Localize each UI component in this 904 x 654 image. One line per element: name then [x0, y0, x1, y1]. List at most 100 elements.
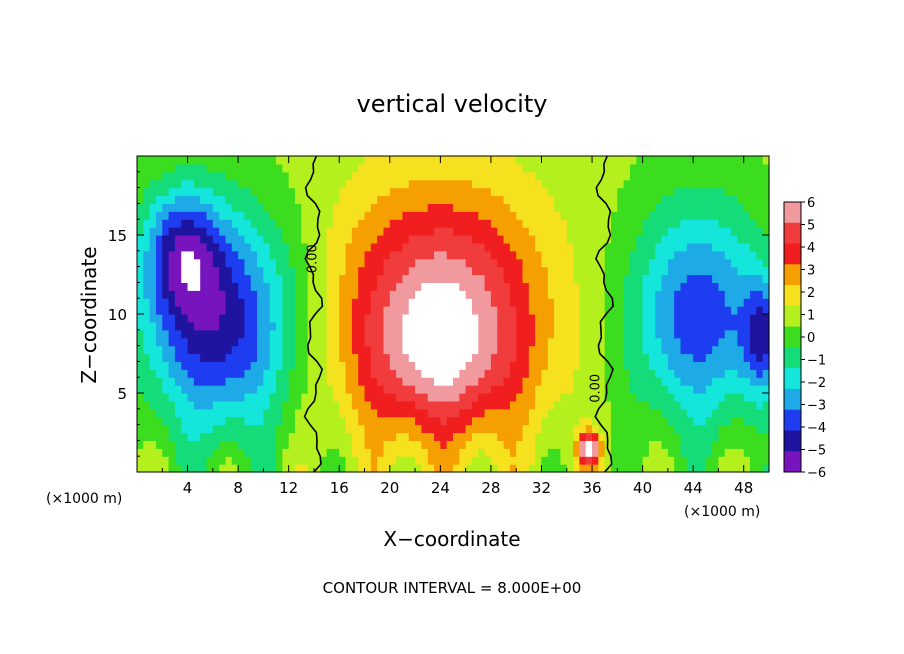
heatmap-cell [137, 353, 144, 362]
heatmap-cell [219, 274, 227, 283]
heatmap-cell [743, 187, 751, 197]
heatmap-cell [648, 393, 656, 402]
heatmap-cell [193, 321, 201, 331]
heatmap-cell [674, 290, 682, 299]
heatmap-cell [471, 361, 479, 370]
heatmap-cell [421, 416, 429, 426]
heatmap-cell [168, 298, 176, 307]
heatmap-cell [547, 266, 555, 276]
heatmap-cell [623, 203, 631, 212]
heatmap-cell [611, 179, 618, 189]
heatmap-cell [263, 329, 271, 339]
heatmap-cell [478, 250, 486, 260]
heatmap-cell [307, 353, 315, 362]
heatmap-cell [446, 195, 454, 204]
heatmap-cell [326, 321, 334, 331]
heatmap-cell [680, 314, 688, 323]
heatmap-cell [516, 195, 524, 204]
heatmap-cell [667, 456, 675, 465]
heatmap-cell [219, 416, 227, 426]
heatmap-cell [547, 329, 555, 339]
heatmap-cell [592, 203, 599, 212]
heatmap-cell [219, 337, 227, 347]
heatmap-cell [162, 211, 170, 220]
heatmap-cell [743, 171, 751, 181]
heatmap-cell [598, 440, 606, 449]
heatmap-cell [465, 171, 473, 181]
heatmap-cell [592, 298, 599, 307]
heatmap-cell [143, 195, 151, 204]
heatmap-cell [661, 203, 669, 212]
heatmap-cell [579, 235, 587, 244]
heatmap-cell [282, 211, 290, 220]
heatmap-cell [301, 219, 309, 228]
heatmap-cell [648, 345, 656, 355]
heatmap-cell [282, 369, 290, 378]
heatmap-cell [149, 258, 157, 268]
heatmap-cell [193, 369, 201, 378]
heatmap-cell [383, 211, 391, 220]
heatmap-cell [143, 408, 151, 418]
heatmap-cell [579, 456, 587, 465]
heatmap-cell [212, 266, 220, 276]
heatmap-cell [573, 424, 580, 434]
heatmap-cell [528, 219, 536, 228]
heatmap-cell [731, 424, 738, 434]
heatmap-cell [503, 282, 511, 291]
heatmap-cell [705, 385, 713, 394]
heatmap-cell [667, 424, 675, 434]
heatmap-cell [573, 179, 580, 189]
heatmap-cell [750, 377, 757, 386]
heatmap-cell [434, 464, 441, 473]
heatmap-cell [250, 416, 258, 426]
heatmap-cell [351, 195, 359, 204]
heatmap-cell [250, 448, 258, 457]
heatmap-cell [276, 227, 283, 236]
heatmap-cell [446, 298, 454, 307]
heatmap-cell [219, 448, 227, 457]
heatmap-cell [585, 227, 593, 236]
heatmap-cell [377, 369, 385, 378]
heatmap-cell [200, 242, 208, 252]
heatmap-cell [490, 385, 498, 394]
heatmap-cell [762, 163, 770, 173]
heatmap-cell [238, 345, 246, 355]
heatmap-cell [585, 393, 593, 402]
heatmap-cell [257, 266, 264, 276]
heatmap-cell [263, 385, 271, 394]
heatmap-cell [522, 156, 530, 165]
heatmap-cell [168, 448, 176, 457]
heatmap-cell [598, 448, 606, 457]
heatmap-cell [358, 179, 366, 189]
heatmap-cell [377, 211, 385, 220]
heatmap-cell [471, 416, 479, 426]
heatmap-cell [320, 337, 328, 347]
heatmap-cell [655, 258, 663, 268]
heatmap-cell [617, 282, 625, 291]
heatmap-cell [434, 353, 441, 362]
heatmap-cell [358, 242, 366, 252]
heatmap-cell [370, 290, 378, 299]
heatmap-cell [174, 227, 182, 236]
heatmap-cell [731, 448, 738, 457]
heatmap-cell [566, 203, 574, 212]
heatmap-cell [547, 227, 555, 236]
x-unit-left: (×1000 m) [46, 491, 122, 507]
heatmap-cell [257, 385, 264, 394]
heatmap-cell [737, 440, 745, 449]
heatmap-cell [320, 179, 328, 189]
heatmap-cell [655, 440, 663, 449]
heatmap-cell [143, 211, 151, 220]
heatmap-cell [636, 353, 644, 362]
heatmap-cell [200, 369, 208, 378]
heatmap-cell [573, 298, 580, 307]
heatmap-cell [705, 321, 713, 331]
heatmap-cell [162, 361, 170, 370]
heatmap-cell [383, 258, 391, 268]
heatmap-cell [212, 393, 220, 402]
heatmap-cell [225, 369, 233, 378]
heatmap-cell [396, 448, 404, 457]
heatmap-cell [257, 432, 264, 441]
heatmap-cell [453, 337, 460, 347]
heatmap-cell [750, 298, 757, 307]
